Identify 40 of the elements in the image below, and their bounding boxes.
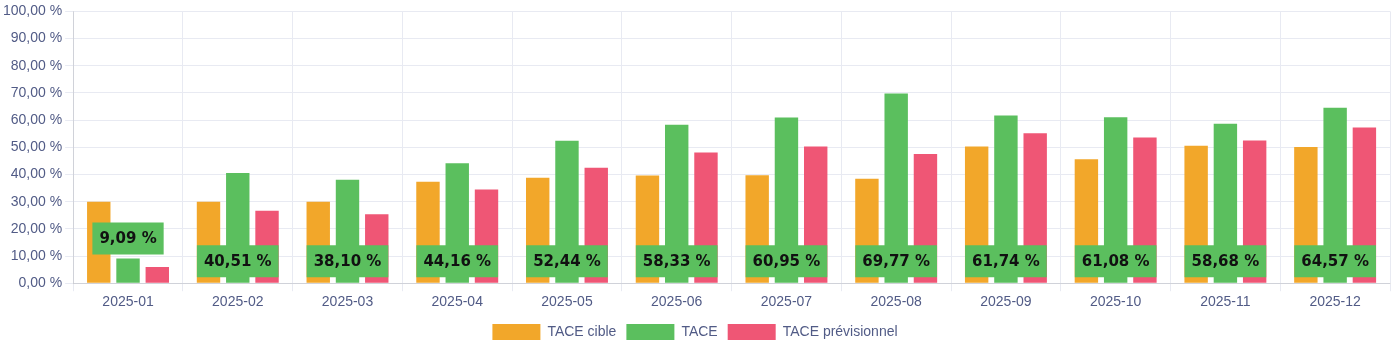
y-tick-label: 100,00 %	[2, 2, 63, 19]
data-label: 38,10 %	[313, 252, 382, 271]
legend-label: TACE	[681, 322, 718, 339]
x-tick-label: 2025-04	[431, 293, 484, 310]
bar	[116, 258, 140, 283]
y-tick-label: 40,00 %	[10, 165, 63, 182]
y-tick-label: 80,00 %	[10, 56, 63, 73]
x-tick-label: 2025-05	[541, 293, 593, 310]
y-tick-label: 20,00 %	[10, 219, 63, 236]
x-tick-label: 2025-11	[1200, 293, 1251, 310]
y-tick-label: 50,00 %	[10, 138, 63, 155]
x-tick-label: 2025-12	[1309, 293, 1362, 310]
bar	[145, 266, 169, 283]
x-tick-label: 2025-07	[760, 293, 813, 310]
y-tick-label: 90,00 %	[10, 29, 63, 46]
data-label: 44,16 %	[423, 252, 492, 271]
y-tick-label: 60,00 %	[10, 110, 63, 127]
x-tick-label: 2025-02	[212, 293, 264, 310]
x-tick-label: 2025-06	[651, 293, 703, 310]
y-tick-label: 30,00 %	[10, 192, 63, 209]
data-label: 61,74 %	[972, 252, 1040, 271]
y-tick-label: 10,00 %	[10, 246, 63, 263]
data-label: 64,57 %	[1301, 252, 1369, 271]
x-tick-label: 2025-09	[980, 293, 1032, 310]
data-label: 61,08 %	[1081, 252, 1150, 271]
x-tick-label: 2025-03	[321, 293, 374, 310]
data-label: 58,68 %	[1191, 252, 1260, 271]
data-label: 58,33 %	[642, 252, 711, 271]
data-label: 60,95 %	[752, 252, 821, 271]
legend-label: TACE prévisionnel	[782, 322, 898, 339]
legend-label: TACE cible	[547, 322, 617, 339]
y-tick-label: 70,00 %	[10, 83, 63, 100]
data-label: 69,77 %	[862, 252, 931, 271]
x-tick-label: 2025-08	[870, 293, 923, 310]
data-label: 40,51 %	[203, 252, 272, 271]
x-tick-label: 2025-01	[102, 293, 154, 310]
x-tick-label: 2025-10	[1089, 293, 1142, 310]
data-label: 9,09 %	[99, 229, 157, 248]
data-label: 52,44 %	[533, 252, 601, 271]
y-tick-label: 0,00 %	[18, 274, 63, 291]
